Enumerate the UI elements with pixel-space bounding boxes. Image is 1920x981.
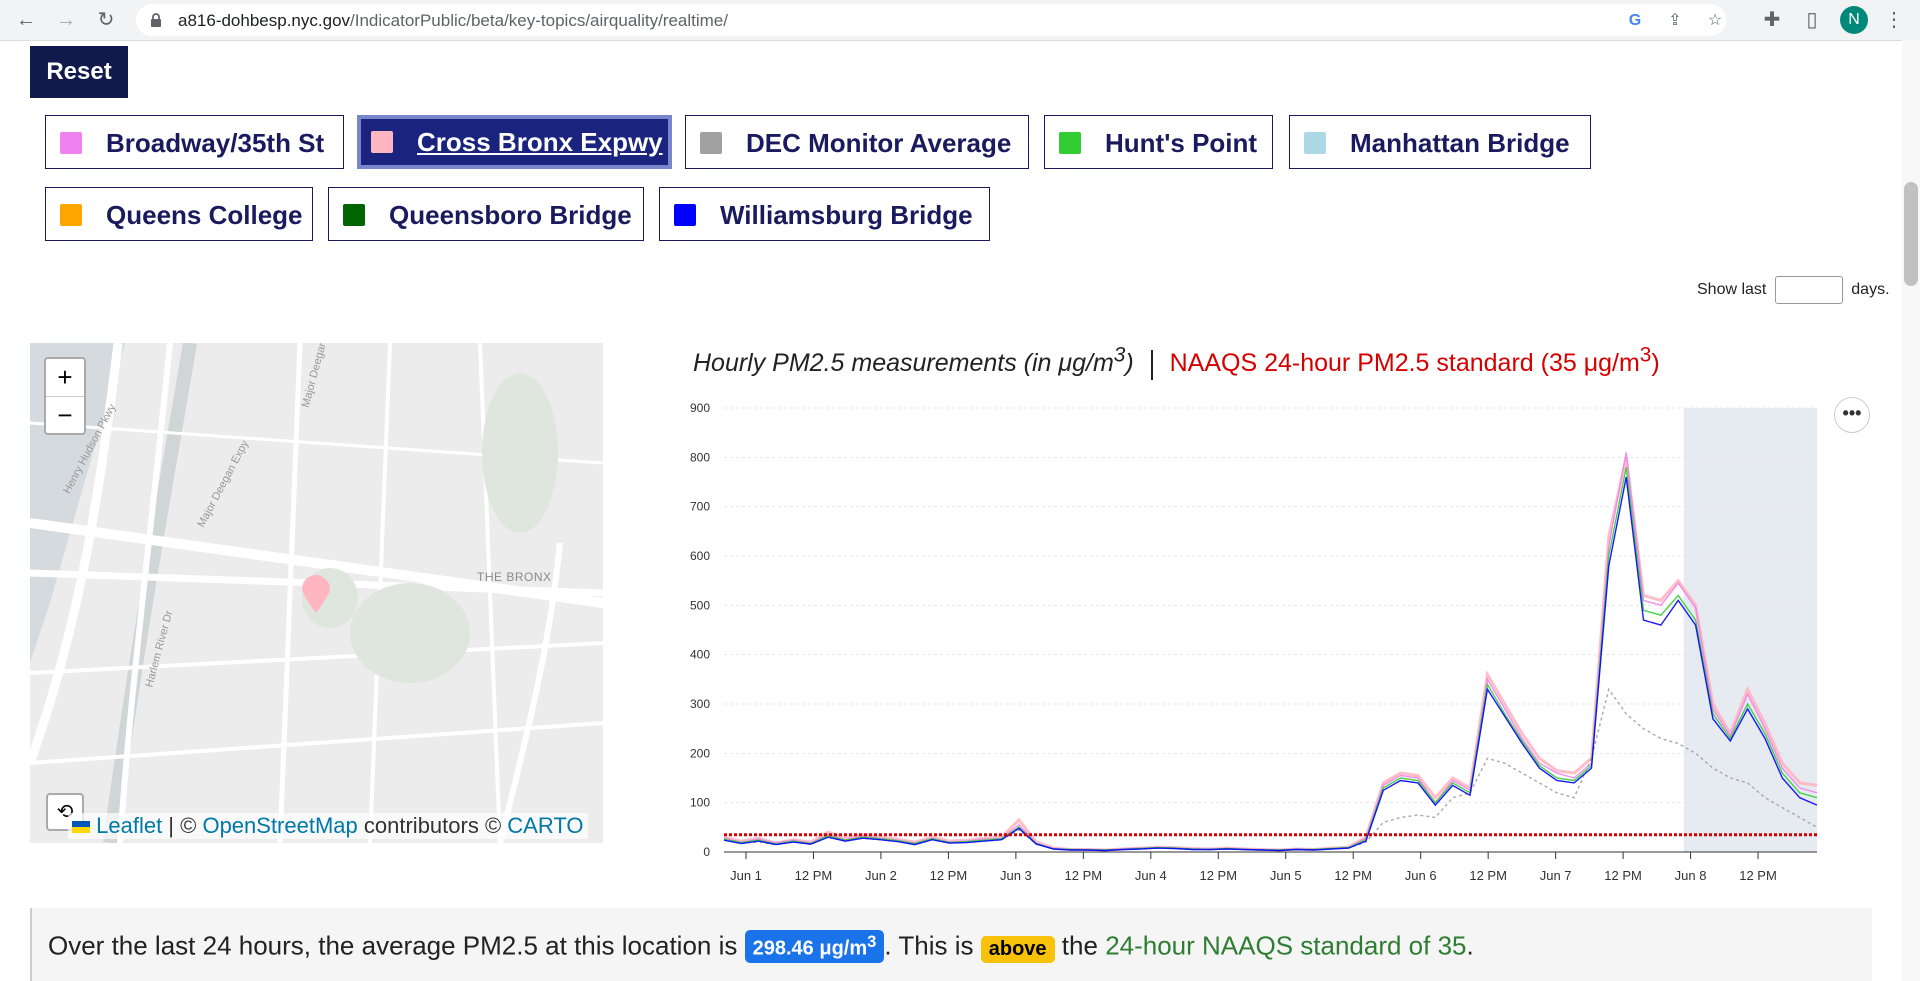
page-scrollbar-thumb[interactable] [1904, 182, 1918, 286]
x-tick-label: Jun 7 [1540, 868, 1572, 883]
legend-button[interactable]: Williamsburg Bridge [659, 187, 990, 241]
url-text: a816-dohbesp.nyc.gov/IndicatorPublic/bet… [178, 11, 728, 30]
status-badge: above [980, 935, 1055, 963]
x-tick-label: Jun 2 [865, 868, 897, 883]
y-tick-label: 900 [690, 401, 710, 415]
map-attribution: Leaflet | © OpenStreetMap contributors ©… [68, 813, 588, 839]
series-line [723, 476, 1818, 852]
zoom-in-button[interactable]: + [46, 359, 84, 397]
share-icon[interactable]: ⇪ [1668, 12, 1682, 29]
pm25-line-chart[interactable]: 0 100 200 300 400 500 600 700 800 900 Jun 1 12 PM Ju… [680, 390, 1820, 895]
chart-menu-button[interactable]: ••• [1834, 397, 1870, 433]
legend-label: Hunt's Point [1105, 128, 1258, 158]
osm-link[interactable]: OpenStreetMap [202, 813, 358, 838]
series-line [723, 687, 1818, 852]
avatar[interactable]: N [1840, 6, 1868, 34]
legend-button[interactable]: Queens College [45, 187, 313, 241]
x-tick-label: 12 PM [1604, 868, 1642, 883]
map-area-label: THE BRONX [477, 570, 552, 584]
chart-title-standard: NAAQS 24-hour PM2.5 standard (35 μg/m3) [1169, 344, 1660, 378]
legend-label: Cross Bronx Expwy [417, 127, 663, 157]
title-separator [1150, 349, 1153, 380]
x-tick-label: Jun 6 [1405, 868, 1437, 883]
y-tick-label: 700 [690, 500, 710, 514]
y-tick-label: 500 [690, 598, 710, 612]
y-tick-label: 0 [703, 845, 710, 859]
x-tick-label: Jun 8 [1675, 868, 1707, 883]
y-tick-label: 400 [690, 648, 710, 662]
reset-view-icon[interactable]: ⟲ [46, 793, 84, 831]
carto-link[interactable]: CARTO [507, 813, 584, 838]
chart-title-main: Hourly PM2.5 measurements (in μg/m3) [693, 344, 1134, 378]
x-tick-label: 12 PM [795, 868, 833, 883]
leaflet-link[interactable]: Leaflet [96, 813, 163, 838]
show-last-suffix: days. [1851, 281, 1890, 299]
legend-button[interactable]: Hunt's Point [1044, 115, 1273, 169]
zoom-control: + − [44, 357, 86, 435]
legend-swatch [1059, 132, 1081, 154]
legend-swatch [60, 132, 82, 154]
google-icon[interactable]: G [1628, 12, 1642, 29]
y-tick-label: 600 [690, 549, 710, 563]
legend-label: Queensboro Bridge [389, 200, 632, 230]
summary-panel: Over the last 24 hours, the average PM2.… [30, 908, 1872, 981]
show-last-control: Show last days. [1697, 276, 1890, 304]
reload-icon[interactable]: ↻ [97, 9, 115, 31]
legend-swatch [700, 132, 722, 154]
legend-button[interactable]: DEC Monitor Average [685, 115, 1029, 169]
more-menu-icon[interactable]: ⋮ [1884, 9, 1904, 31]
y-tick-label: 800 [690, 450, 710, 464]
x-tick-label: 12 PM [1334, 868, 1372, 883]
sidepanel-icon[interactable]: ▯ [1806, 9, 1818, 31]
x-tick-label: Jun 1 [730, 868, 762, 883]
legend-swatch [343, 204, 365, 226]
zoom-out-button[interactable]: − [57, 400, 73, 430]
y-tick-label: 300 [690, 697, 710, 711]
show-last-days-input[interactable] [1774, 276, 1843, 304]
legend-button[interactable]: Broadway/35th St [45, 115, 344, 169]
x-tick-label: 12 PM [930, 868, 968, 883]
legend-swatch [674, 204, 696, 226]
legend-label: Williamsburg Bridge [720, 200, 973, 230]
attribution-text: contributors © [363, 813, 502, 838]
back-icon[interactable]: ← [16, 9, 36, 31]
legend-label: Manhattan Bridge [1350, 128, 1570, 158]
star-icon[interactable]: ☆ [1707, 12, 1723, 29]
x-tick-label: 12 PM [1065, 868, 1103, 883]
lock-icon [151, 13, 161, 27]
reset-button[interactable]: Reset [30, 46, 128, 98]
legend-label: Queens College [106, 200, 303, 230]
series-line [723, 456, 1818, 852]
extensions-icon[interactable]: ✚ [1763, 9, 1781, 31]
chart-title: Hourly PM2.5 measurements (in μg/m3) NAA… [693, 344, 1660, 380]
x-tick-label: Jun 5 [1270, 868, 1302, 883]
legend-swatch [371, 131, 393, 153]
x-tick-label: Jun 4 [1135, 868, 1167, 883]
x-tick-label: 12 PM [1199, 868, 1237, 883]
x-tick-label: 12 PM [1469, 868, 1507, 883]
legend-swatch [1304, 132, 1326, 154]
browser-toolbar: ← → ↻ a816-dohbesp.nyc.gov/IndicatorPubl… [0, 0, 1920, 41]
series-line [723, 452, 1818, 851]
location-marker-icon[interactable] [300, 575, 332, 615]
y-tick-label: 100 [690, 796, 710, 810]
ukraine-flag-icon [72, 821, 90, 834]
legend-button[interactable]: Manhattan Bridge [1289, 115, 1591, 169]
forward-icon[interactable]: → [56, 9, 76, 31]
show-last-prefix: Show last [1697, 281, 1767, 299]
x-tick-label: Jun 3 [1000, 868, 1032, 883]
legend-button[interactable]: Queensboro Bridge [328, 187, 644, 241]
series-line [723, 467, 1818, 851]
average-value-badge: 298.46 μg/m3 [744, 930, 885, 963]
y-tick-label: 200 [690, 746, 710, 760]
location-map[interactable]: THE BRONX Henry Hudson Pkwy Major Deegan… [30, 343, 603, 843]
legend-button[interactable]: Cross Bronx Expwy [357, 115, 672, 169]
address-bar[interactable]: a816-dohbesp.nyc.gov/IndicatorPublic/bet… [136, 4, 1726, 36]
naaqs-standard-text: 24-hour NAAQS standard of 35 [1105, 930, 1467, 961]
x-tick-label: 12 PM [1739, 868, 1777, 883]
legend-label: DEC Monitor Average [746, 128, 1012, 158]
summary-text: Over the last 24 hours, the average PM2.… [48, 930, 1474, 963]
legend-swatch [60, 204, 82, 226]
legend-label: Broadway/35th St [106, 128, 325, 158]
